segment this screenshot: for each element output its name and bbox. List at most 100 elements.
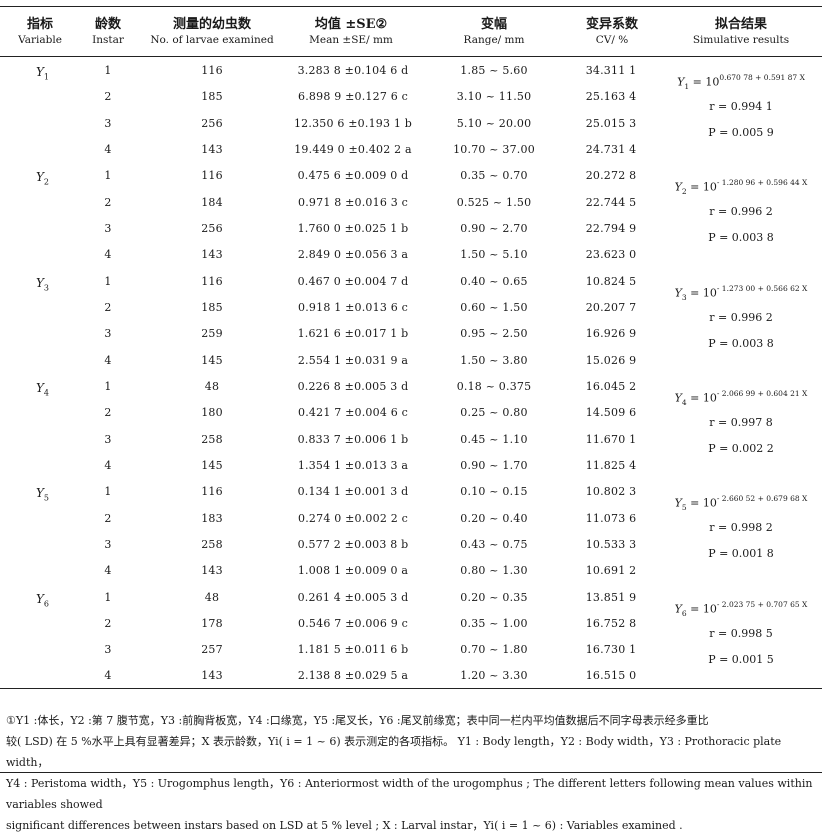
range-cell: 0.35 ~ 1.00 [460,616,528,630]
fit-p-value: P = 0.003 8 [708,231,774,245]
mean-se-cell: 0.226 8 ±0.005 3 d [297,379,409,393]
fit-p-value: P = 0.005 9 [708,126,774,139]
fit-equation: Y1 = 100.670 78 + 0.591 87 X [677,73,805,91]
mean-se-cell: 2.849 0 ±0.056 3 a [297,248,409,262]
range-cell: 1.50 ~ 5.10 [460,248,528,262]
instar-cell: 3 [104,643,112,657]
range-cell: 0.25 ~ 0.80 [460,406,528,420]
instar-cell: 1 [104,590,112,604]
mean-se-cell: 1.621 6 ±0.017 1 b [297,327,409,341]
instar-cell: 4 [104,669,112,683]
mean-se-cell: 0.971 8 ±0.016 3 c [298,195,408,209]
header-mean-en: Mean ±SE/ mm [309,34,393,46]
header-mean-zh: 均值 ±SE② [314,17,388,32]
fit-equation: Y6 = 10- 2.023 75 + 0.707 65 X [674,599,808,618]
instar-cell: 1 [104,379,112,393]
larvae-count-cell: 256 [201,221,223,235]
range-cell: 10.70 ~ 37.00 [453,142,535,156]
fit-r-value: r = 0.996 2 [709,205,773,219]
header-variable-zh: 指标 [26,17,54,32]
cv-cell: 16.926 9 [585,327,637,341]
larvae-count-cell: 145 [201,458,223,472]
larvae-count-cell: 48 [204,379,220,393]
larvae-count-cell: 257 [201,643,223,657]
range-cell: 0.60 ~ 1.50 [460,300,528,314]
range-cell: 0.18 ~ 0.375 [456,379,532,393]
cv-cell: 13.851 9 [585,590,637,604]
range-cell: 0.20 ~ 0.40 [460,511,528,525]
fit-p-value: P = 0.001 8 [708,547,774,561]
larvae-count-cell: 48 [204,590,220,604]
fit-equation: Y2 = 10- 1.280 96 + 0.596 44 X [674,178,808,197]
range-cell: 1.85 ~ 5.60 [460,64,528,77]
instar-cell: 4 [104,248,112,262]
larvae-count-cell: 258 [201,537,223,551]
larvae-count-cell: 256 [201,116,223,130]
larvae-count-cell: 116 [201,274,223,288]
instar-cell: 4 [104,564,112,578]
instar-cell: 3 [104,432,112,446]
fit-p-value: P = 0.002 2 [708,441,774,455]
range-cell: 0.10 ~ 0.15 [460,485,528,499]
header-number-en: No. of larvae examined [150,34,274,46]
range-cell: 0.80 ~ 1.30 [460,564,528,578]
cv-cell: 10.824 5 [585,274,637,288]
range-cell: 1.20 ~ 3.30 [460,669,528,683]
mean-se-cell: 6.898 9 ±0.127 6 c [298,90,408,104]
range-cell: 0.90 ~ 1.70 [460,458,528,472]
larvae-count-cell: 116 [201,64,223,77]
instar-cell: 1 [104,169,112,183]
cv-cell: 11.073 6 [585,511,637,525]
cv-cell: 11.825 4 [585,458,637,472]
larvae-count-cell: 145 [201,353,223,367]
table-footnote: ①Y1 :体长，Y2 :第 7 腹节宽，Y3 :前胸背板宽，Y4 :口缘宽，Y5… [6,710,818,836]
range-cell: 1.50 ~ 3.80 [460,353,528,367]
cv-cell: 34.311 1 [585,64,637,77]
cv-cell: 25.163 4 [585,90,637,104]
mean-se-cell: 19.449 0 ±0.402 2 a [294,142,412,156]
cv-cell: 11.670 1 [585,432,637,446]
larvae-count-cell: 259 [201,327,223,341]
fit-equation: Y3 = 10- 1.273 00 + 0.566 62 X [674,283,808,302]
range-cell: 3.10 ~ 11.50 [456,90,532,104]
larvae-count-cell: 185 [201,90,223,104]
header-range-zh: 变幅 [480,17,508,32]
cv-cell: 16.752 8 [585,616,637,630]
footnote-line: Y4 : Peristoma width，Y5 : Urogomphus len… [6,777,813,811]
larvae-count-cell: 178 [201,616,223,630]
header-fit-zh: 拟合结果 [714,17,768,32]
top-rule [0,6,822,7]
range-cell: 0.95 ~ 2.50 [460,327,528,341]
cv-cell: 16.515 0 [585,669,637,683]
header-cv-zh: 变异系数 [585,17,639,32]
mean-se-cell: 1.008 1 ±0.009 0 a [297,564,409,578]
variable-label: Y2 [36,170,50,187]
instar-cell: 4 [104,353,112,367]
footnote-bottom-rule [0,772,822,773]
instar-cell: 1 [104,64,112,77]
mean-se-cell: 1.354 1 ±0.013 3 a [297,458,409,472]
instar-cell: 3 [104,537,112,551]
larvae-count-cell: 143 [201,142,223,156]
instar-cell: 2 [104,90,112,104]
footnote-line: ①Y1 :体长，Y2 :第 7 腹节宽，Y3 :前胸背板宽，Y4 :口缘宽，Y5… [6,714,709,727]
instar-cell: 2 [104,616,112,630]
fit-r-value: r = 0.997 8 [709,415,773,429]
header-cv-en: CV/ % [595,34,629,46]
mean-se-cell: 0.467 0 ±0.004 7 d [297,274,409,288]
range-cell: 0.90 ~ 2.70 [460,221,528,235]
cv-cell: 10.691 2 [585,564,637,578]
larvae-count-cell: 258 [201,432,223,446]
cv-cell: 23.623 0 [585,248,637,262]
variable-label: Y1 [36,65,50,82]
range-cell: 0.20 ~ 0.35 [460,590,528,604]
fit-r-value: r = 0.996 2 [709,310,773,324]
cv-cell: 10.802 3 [585,485,637,499]
cv-cell: 16.045 2 [585,379,637,393]
range-cell: 0.70 ~ 1.80 [460,643,528,657]
fit-equation: Y5 = 10- 2.660 52 + 0.679 68 X [674,494,808,513]
larvae-count-cell: 116 [201,169,223,183]
mean-se-cell: 12.350 6 ±0.193 1 b [293,116,413,130]
instar-cell: 3 [104,221,112,235]
instar-cell: 2 [104,406,112,420]
